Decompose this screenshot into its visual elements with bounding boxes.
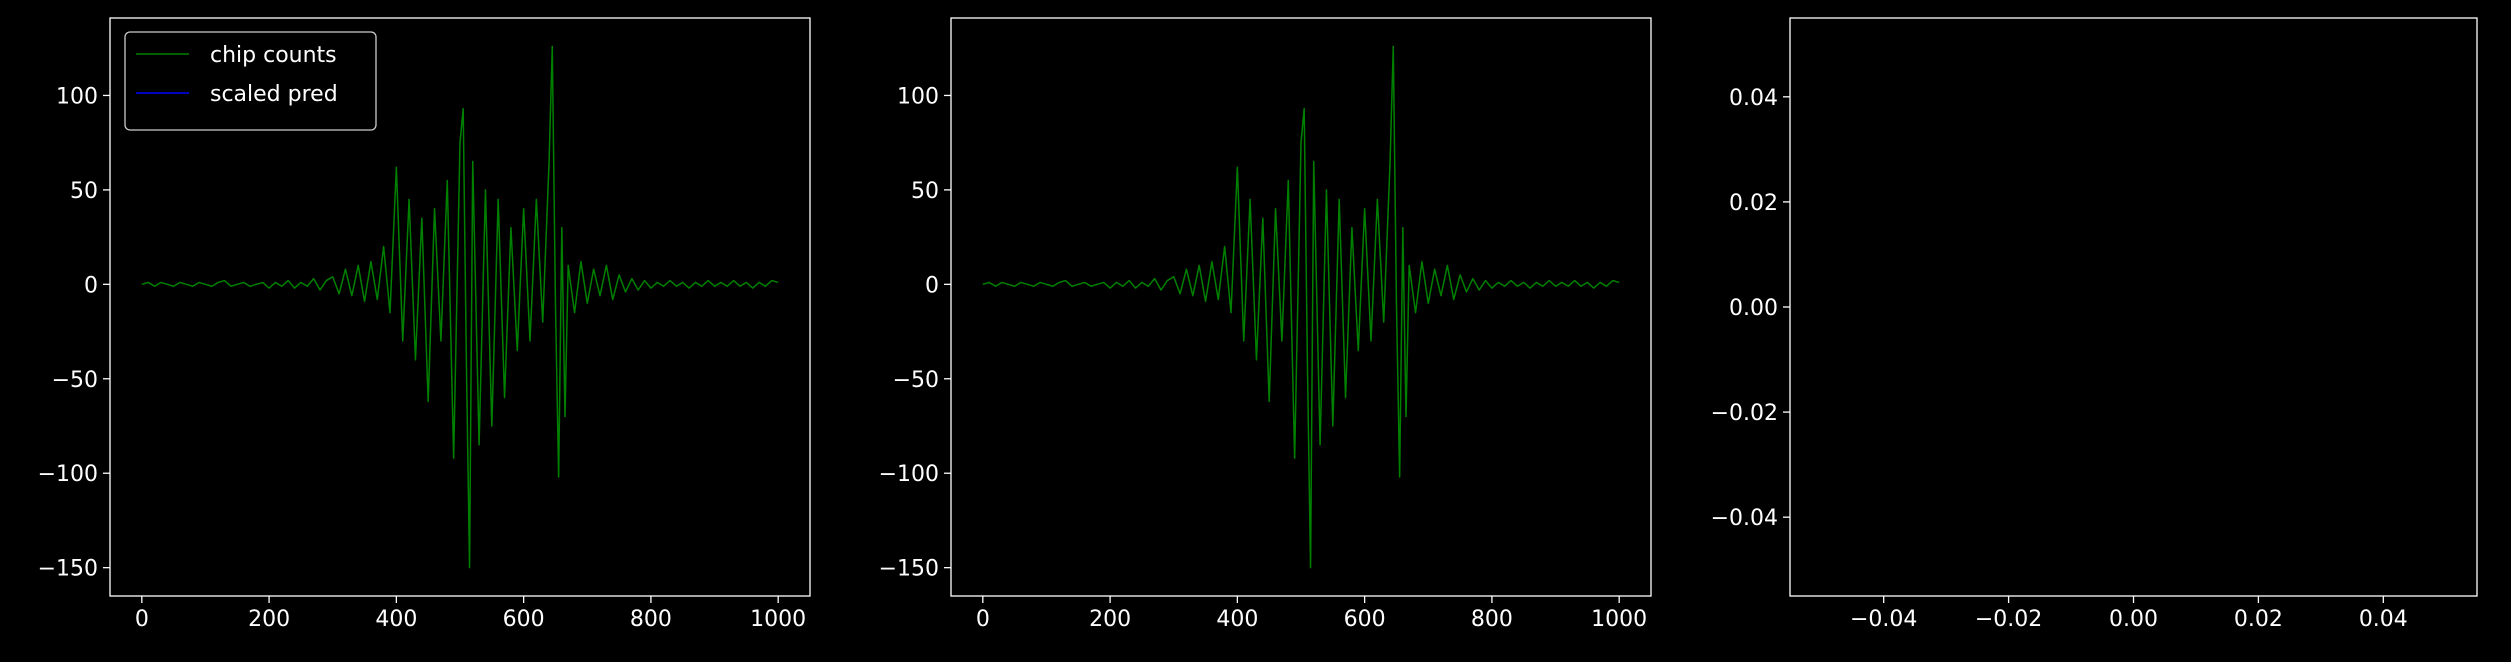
x-tick-label: 0 [135,607,149,632]
x-tick-label: 1000 [750,607,806,632]
y-tick-label: −150 [38,557,98,582]
data-line [141,45,779,569]
x-tick-label: 400 [1216,607,1258,632]
y-tick-label: −150 [879,557,939,582]
y-tick-label: −50 [52,368,98,393]
x-tick-label: 0 [976,607,990,632]
x-tick-label: 600 [1344,607,1386,632]
axes-frame [1789,17,2478,597]
x-tick-label: 0.00 [2109,607,2158,632]
x-tick-label: 0.04 [2359,607,2408,632]
y-tick-label: −0.04 [1711,506,1778,531]
x-tick-label: 400 [375,607,417,632]
x-tick-label: −0.04 [1850,607,1917,632]
y-tick-label: 0.04 [1729,86,1778,111]
axes-frame [109,17,811,597]
y-tick-label: 50 [70,179,98,204]
y-tick-label: −100 [38,462,98,487]
x-tick-label: 1000 [1591,607,1647,632]
x-tick-label: 0.02 [2234,607,2283,632]
y-tick-label: 100 [897,84,939,109]
y-tick-label: 0.00 [1729,296,1778,321]
x-tick-label: 800 [630,607,672,632]
legend-label: chip counts [210,43,337,68]
x-tick-label: 200 [248,607,290,632]
y-tick-label: 0 [925,273,939,298]
legend-box [124,31,377,131]
x-tick-label: 800 [1471,607,1513,632]
x-tick-label: −0.02 [1975,607,2042,632]
y-tick-label: 0.02 [1729,191,1778,216]
axes-frame [950,17,1652,597]
y-tick-label: 100 [56,84,98,109]
y-tick-label: −0.02 [1711,401,1778,426]
data-line [982,45,1620,569]
y-tick-label: 0 [84,273,98,298]
y-tick-label: 50 [911,179,939,204]
y-tick-label: −50 [893,368,939,393]
y-tick-label: −100 [879,462,939,487]
x-tick-label: 200 [1089,607,1131,632]
legend-label: scaled pred [210,82,338,107]
x-tick-label: 600 [503,607,545,632]
